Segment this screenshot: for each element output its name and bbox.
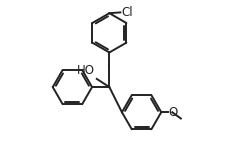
- Text: Cl: Cl: [121, 6, 133, 19]
- Text: HO: HO: [76, 64, 94, 77]
- Text: O: O: [169, 106, 178, 119]
